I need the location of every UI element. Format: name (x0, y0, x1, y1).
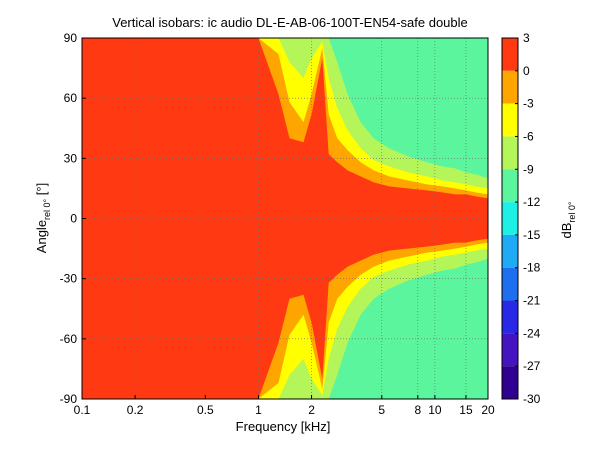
y-tick-label: 60 (64, 91, 78, 105)
colorbar-tick-label: -6 (523, 129, 534, 143)
y-tick-label: 90 (64, 31, 78, 45)
colorbar-band (502, 234, 518, 268)
colorbar-label-main: dB (559, 223, 574, 239)
colorbar-band (502, 38, 518, 71)
colorbar-label: dBrel 0° (559, 201, 577, 238)
colorbar-band (502, 103, 518, 137)
colorbar-band (502, 136, 518, 170)
x-tick-label: 15 (459, 403, 473, 417)
x-tick-label: 20 (481, 403, 495, 417)
colorbar (501, 37, 519, 400)
colorbar-band (502, 300, 518, 334)
y-axis-label-main: Angle (34, 220, 49, 253)
y-axis-ticks: -90 -60 -30 0 30 60 90 (60, 31, 86, 406)
colorbar-tick-label: -30 (523, 392, 541, 406)
colorbar-tick-label: -9 (523, 162, 534, 176)
x-tick-label: 0.2 (127, 403, 144, 417)
x-tick-label: 2 (308, 403, 315, 417)
colorbar-band (502, 366, 518, 399)
x-axis-label: Frequency [kHz] (236, 419, 331, 434)
y-axis-label-sub: rel 0° (42, 198, 52, 220)
x-tick-label: 10 (428, 403, 442, 417)
x-tick-label: 1 (255, 403, 262, 417)
colorbar-band (502, 333, 518, 367)
x-tick-label: 0.1 (74, 403, 91, 417)
contour-fill (82, 38, 488, 399)
y-tick-label: -60 (60, 332, 78, 346)
y-tick-label: 0 (70, 212, 77, 226)
y-tick-label: -90 (60, 392, 78, 406)
colorbar-tick-label: -3 (523, 97, 534, 111)
colorbar-tick-label: 3 (523, 31, 530, 45)
x-axis-ticks: 0.1 0.2 0.5 1 2 5 8 10 15 20 (74, 395, 495, 417)
colorbar-tick-label: -12 (523, 195, 541, 209)
x-tick-label: 8 (414, 403, 421, 417)
chart-title: Vertical isobars: ic audio DL-E-AB-06-10… (112, 15, 468, 30)
y-axis-label: Anglerel 0° [°] (34, 183, 52, 253)
colorbar-frame (501, 37, 519, 400)
colorbar-ticks: 3 0 -3 -6 -9 -12 -15 -18 -21 -24 -27 -30 (515, 31, 541, 406)
x-tick-label: 5 (378, 403, 385, 417)
x-tick-label: 0.5 (197, 403, 214, 417)
contour-band-lower (82, 258, 488, 399)
y-tick-label: -30 (60, 272, 78, 286)
y-axis-label-suffix: [°] (34, 183, 49, 199)
colorbar-tick-label: -21 (523, 294, 541, 308)
colorbar-band (502, 70, 518, 104)
colorbar-tick-label: -15 (523, 228, 541, 242)
colorbar-tick-label: -27 (523, 359, 541, 373)
contour-band-upper (82, 38, 488, 179)
colorbar-band (502, 267, 518, 301)
y-tick-label: 30 (64, 151, 78, 165)
colorbar-label-sub: rel 0° (567, 201, 577, 223)
colorbar-tick-label: -18 (523, 261, 541, 275)
colorbar-band (502, 169, 518, 203)
colorbar-tick-label: 0 (523, 64, 530, 78)
colorbar-tick-label: -24 (523, 326, 541, 340)
colorbar-band (502, 202, 518, 235)
